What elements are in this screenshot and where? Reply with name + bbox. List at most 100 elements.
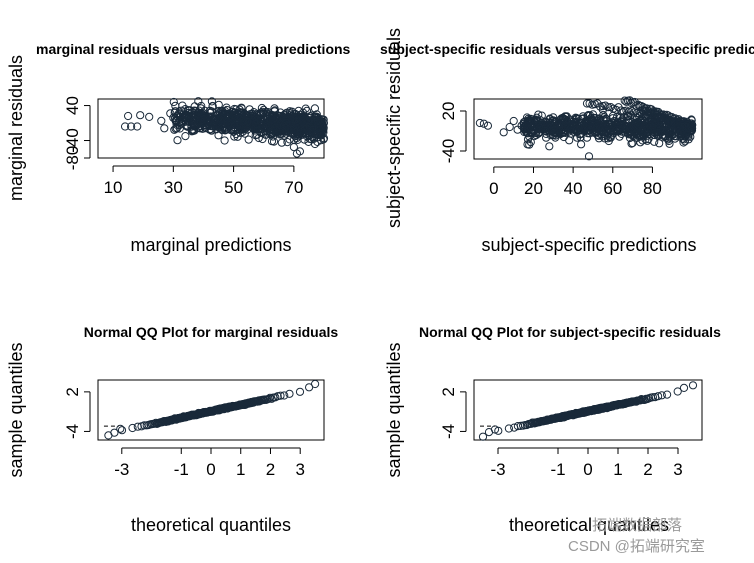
x-tick-label: 50 [224,178,243,197]
data-point [313,116,323,126]
data-point [583,118,593,127]
data-point [136,111,145,120]
data-point [184,106,193,115]
panel-2-y-axis: -40 20 [439,102,467,164]
data-point [644,134,653,144]
data-point [604,136,613,146]
data-point [523,135,533,144]
data-point [276,108,285,117]
panel-1-title: marginal residuals versus marginal predi… [36,41,351,57]
data-point [688,381,698,390]
x-tick-label: 40 [564,179,583,198]
panel-2: subject-specific residuals versus subjec… [380,28,754,255]
data-point [276,113,285,122]
x-tick-label: 1 [613,460,622,479]
data-point [550,128,559,137]
data-point [196,124,205,133]
data-point [528,126,537,135]
data-point [534,110,543,119]
x-tick-label: -3 [490,460,505,479]
data-point [232,129,241,139]
data-point [624,130,633,139]
data-point [638,128,647,137]
data-point [207,107,216,116]
data-point [509,116,518,126]
data-point [295,387,305,396]
x-tick-label: 1 [236,460,245,479]
panel-3-y-axis: -4 2 [63,387,91,439]
data-point [527,129,536,138]
data-point [657,391,666,400]
panel-2-x-label: subject-specific predictions [481,235,696,255]
data-point [557,120,566,129]
data-point [169,97,178,107]
y-tick-label: -4 [63,424,82,439]
data-point [618,108,627,117]
y-tick-label: 2 [63,387,82,396]
data-point [121,122,130,131]
data-point [190,112,199,121]
data-point [257,103,266,113]
data-point [316,129,326,139]
data-point [633,118,642,127]
data-point [259,105,268,115]
data-point [235,108,244,117]
data-point [178,101,187,110]
data-point [280,391,289,400]
x-tick-label: 0 [206,460,215,479]
data-point [271,115,280,124]
data-point [628,138,637,148]
data-point [539,118,548,127]
panel-3: Normal QQ Plot for marginal residuals -3… [6,324,338,535]
panel-4-x-label: theoretical quantiles [509,515,669,535]
panel-4-plot-box [473,379,703,441]
data-point [524,117,533,126]
data-point [284,127,293,136]
panel-1-y-axis: -80-40 40 [63,96,91,170]
panel-3-title: Normal QQ Plot for marginal residuals [84,324,339,340]
x-tick-label: 2 [643,460,652,479]
data-point [612,125,621,134]
panel-3-plot-box [97,379,325,441]
data-point [128,423,137,433]
x-tick-label: 3 [295,460,304,479]
data-point [616,121,625,130]
data-point [310,104,319,113]
panel-3-x-label: theoretical quantiles [131,515,291,535]
data-point [624,116,633,125]
y-tick-label: -40 [439,139,458,164]
data-point [561,112,571,122]
data-point [223,114,232,123]
data-point [499,128,508,137]
data-point [256,114,265,123]
data-point [217,106,226,115]
data-point [295,147,304,156]
data-point [672,127,681,136]
data-point [688,120,697,130]
x-tick-label: 60 [603,179,622,198]
data-point [116,424,125,433]
data-point [169,113,178,122]
data-point [265,393,275,402]
data-point [205,125,214,134]
data-point [505,122,514,132]
data-point [638,136,647,145]
data-point [582,99,592,108]
data-point [173,136,182,145]
data-point [166,109,175,118]
data-point [658,133,667,142]
data-point [270,104,279,113]
data-point [220,136,229,145]
y-tick-label: 20 [439,102,458,121]
data-point [289,143,298,152]
data-point [559,114,568,124]
y-tick-label: 40 [63,96,82,115]
data-point [285,389,294,398]
data-point [569,117,578,126]
panel-2-plot-box [473,98,703,160]
x-tick-label: 80 [643,179,662,198]
data-point [273,392,282,401]
data-point [555,122,564,132]
data-point [255,125,264,134]
x-tick-label: 3 [673,460,682,479]
